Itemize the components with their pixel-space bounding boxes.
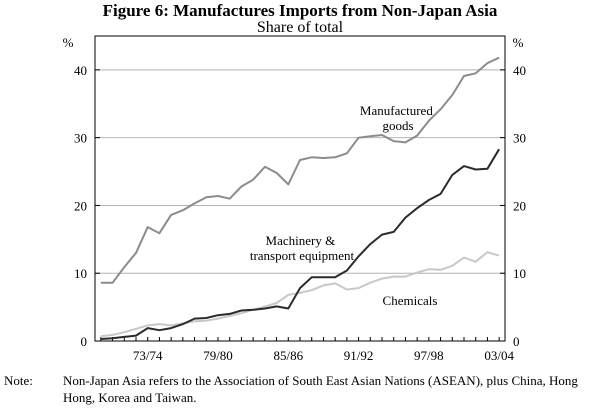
x-tick-label: 79/80 bbox=[203, 348, 233, 363]
x-tick-label: 03/04 bbox=[484, 348, 514, 363]
chart: Figure 6: Manufactures Imports from Non-… bbox=[63, 1, 526, 363]
series-label-machinery: Machinery & transport equipment bbox=[250, 233, 355, 263]
series-lines bbox=[100, 56, 500, 340]
y-tick-label-right: 10 bbox=[513, 266, 526, 281]
note-text: Non-Japan Asia refers to the Association… bbox=[63, 373, 578, 405]
series-line-machinery-transport-equipment bbox=[100, 148, 500, 340]
x-tick-label: 85/86 bbox=[273, 348, 303, 363]
series-line-chemicals bbox=[100, 251, 500, 338]
y-unit-left: % bbox=[63, 35, 74, 50]
y-tick-label-right: 30 bbox=[513, 131, 526, 146]
gridlines bbox=[95, 69, 505, 274]
y-tick-label-right: 0 bbox=[513, 334, 520, 349]
y-tick-label-left: 20 bbox=[74, 198, 87, 213]
plot-frame bbox=[94, 35, 506, 342]
chart-subtitle: Share of total bbox=[257, 19, 344, 36]
y-tick-label-left: 10 bbox=[74, 266, 87, 281]
series-line-manufactured-goods bbox=[100, 56, 500, 284]
x-tick-label: 97/98 bbox=[414, 348, 444, 363]
series-label-manufactured-goods: Manufactured goods bbox=[360, 103, 436, 133]
x-tick-label: 91/92 bbox=[344, 348, 374, 363]
note-label: Note: bbox=[4, 373, 33, 388]
chart-title: Figure 6: Manufactures Imports from Non-… bbox=[103, 1, 498, 20]
y-tick-label-right: 40 bbox=[513, 63, 526, 78]
x-tick-labels: 73/74 79/80 85/86 91/92 97/98 03/04 bbox=[133, 348, 515, 363]
y-tick-labels: 0 0 10 10 20 20 30 30 40 40 bbox=[74, 63, 526, 349]
y-tick-label-left: 0 bbox=[81, 334, 88, 349]
y-tick-label-right: 20 bbox=[513, 198, 526, 213]
series-label-chemicals: Chemicals bbox=[383, 293, 438, 308]
y-tick-label-left: 40 bbox=[74, 63, 87, 78]
x-tick-label: 73/74 bbox=[133, 348, 163, 363]
y-unit-right: % bbox=[513, 35, 524, 50]
y-tick-label-left: 30 bbox=[74, 131, 87, 146]
